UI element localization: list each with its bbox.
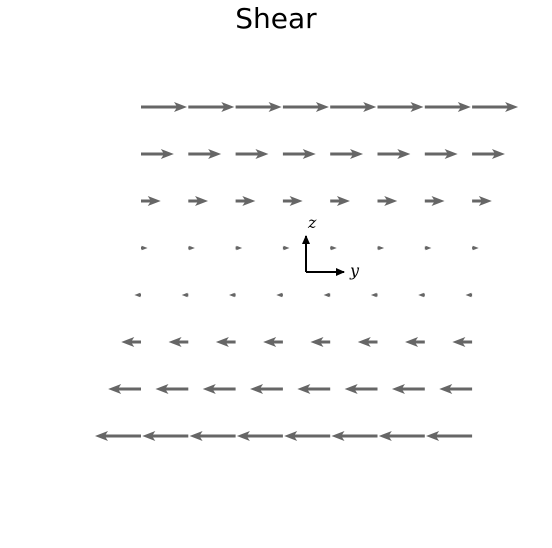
velocity-arrow xyxy=(472,149,505,159)
velocity-arrow xyxy=(344,384,378,394)
velocity-field xyxy=(95,102,519,441)
velocity-arrow xyxy=(330,149,364,159)
axes-indicator: y z xyxy=(302,213,360,280)
velocity-arrow xyxy=(250,384,283,394)
velocity-arrow xyxy=(95,431,141,441)
velocity-arrow xyxy=(378,431,425,441)
velocity-arrow xyxy=(465,292,473,298)
velocity-arrow xyxy=(377,102,424,112)
velocity-arrow xyxy=(181,292,189,298)
velocity-arrow xyxy=(155,384,189,394)
velocity-arrow xyxy=(168,337,189,347)
velocity-arrow xyxy=(424,245,432,251)
velocity-arrow xyxy=(188,102,235,112)
velocity-arrow xyxy=(188,245,195,251)
velocity-arrow xyxy=(141,196,161,206)
velocity-arrow xyxy=(235,196,256,206)
velocity-arrow xyxy=(215,337,236,347)
velocity-arrow xyxy=(235,245,243,251)
velocity-arrow xyxy=(310,337,331,347)
velocity-arrow xyxy=(377,196,398,206)
velocity-arrow xyxy=(377,245,385,251)
velocity-arrow xyxy=(282,102,329,112)
velocity-arrow xyxy=(276,292,283,298)
velocity-arrow xyxy=(331,431,378,441)
velocity-arrow xyxy=(323,292,331,298)
velocity-arrow xyxy=(472,196,492,206)
velocity-arrow xyxy=(202,384,236,394)
velocity-arrow xyxy=(229,292,236,298)
velocity-arrow xyxy=(282,149,316,159)
velocity-arrow xyxy=(282,196,303,206)
velocity-arrow xyxy=(424,149,458,159)
velocity-arrow xyxy=(235,149,269,159)
velocity-arrow xyxy=(330,102,377,112)
velocity-arrow xyxy=(357,337,378,347)
velocity-arrow xyxy=(370,292,378,298)
velocity-arrow xyxy=(377,149,411,159)
velocity-arrow xyxy=(141,245,148,251)
velocity-arrow xyxy=(142,431,189,441)
velocity-arrow xyxy=(405,337,425,347)
velocity-arrow xyxy=(236,431,283,441)
velocity-arrow xyxy=(330,196,350,206)
velocity-arrow xyxy=(284,431,331,441)
velocity-arrow xyxy=(418,292,425,298)
velocity-arrow xyxy=(121,337,141,347)
velocity-arrow xyxy=(472,245,479,251)
velocity-arrow xyxy=(235,102,282,112)
velocity-arrow xyxy=(141,102,187,112)
velocity-arrow xyxy=(472,102,519,112)
velocity-arrow xyxy=(452,337,473,347)
velocity-arrow xyxy=(134,292,141,298)
velocity-arrow xyxy=(424,102,471,112)
z-axis-label: z xyxy=(307,213,317,232)
velocity-arrow xyxy=(391,384,425,394)
velocity-arrow xyxy=(330,245,337,251)
velocity-arrow xyxy=(108,384,141,394)
velocity-arrow xyxy=(263,337,283,347)
velocity-arrow xyxy=(189,431,236,441)
velocity-arrow xyxy=(141,149,174,159)
velocity-arrow xyxy=(439,384,473,394)
velocity-arrow xyxy=(188,149,222,159)
velocity-arrow xyxy=(424,196,445,206)
velocity-arrow xyxy=(282,245,290,251)
velocity-arrow xyxy=(297,384,331,394)
diagram-title: Shear xyxy=(235,2,317,35)
velocity-arrow xyxy=(188,196,209,206)
velocity-arrow xyxy=(426,431,473,441)
y-axis-label: y xyxy=(349,261,360,280)
